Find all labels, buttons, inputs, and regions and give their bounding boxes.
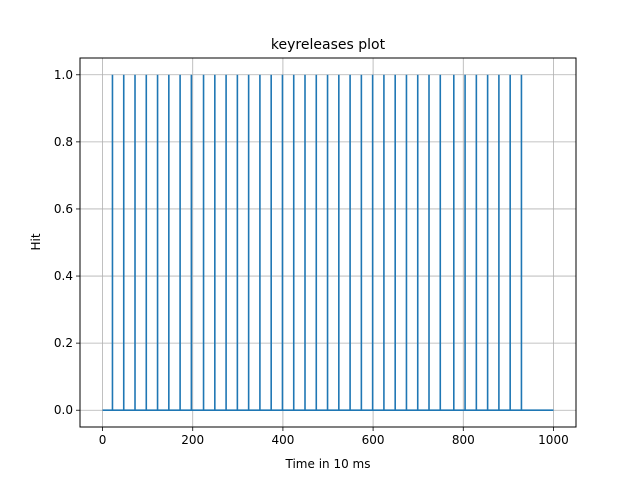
y-tick-label: 0.6 xyxy=(54,202,73,216)
y-tick-label: 1.0 xyxy=(54,68,73,82)
plot-frame xyxy=(79,57,577,428)
series-line xyxy=(102,74,554,412)
x-tick-label: 600 xyxy=(362,433,385,447)
x-tick-label: 0 xyxy=(99,433,107,447)
y-tick-label: 0.4 xyxy=(54,269,73,283)
x-tick-label: 1000 xyxy=(538,433,569,447)
y-tick-label: 0.0 xyxy=(54,403,73,417)
series-layer xyxy=(102,74,554,412)
y-axis-label: Hit xyxy=(29,233,43,250)
x-axis-label: Time in 10 ms xyxy=(285,457,371,471)
y-tick-label: 0.2 xyxy=(54,336,73,350)
chart-title: keyreleases plot xyxy=(271,37,386,53)
x-tick-label: 400 xyxy=(271,433,294,447)
x-tick-label: 200 xyxy=(181,433,204,447)
x-tick-label: 800 xyxy=(452,433,475,447)
x-axis: 0 200 400 600 800 1000 xyxy=(99,427,569,447)
y-axis: 0.0 0.2 0.4 0.6 0.8 1.0 xyxy=(54,68,80,417)
y-tick-label: 0.8 xyxy=(54,135,73,149)
